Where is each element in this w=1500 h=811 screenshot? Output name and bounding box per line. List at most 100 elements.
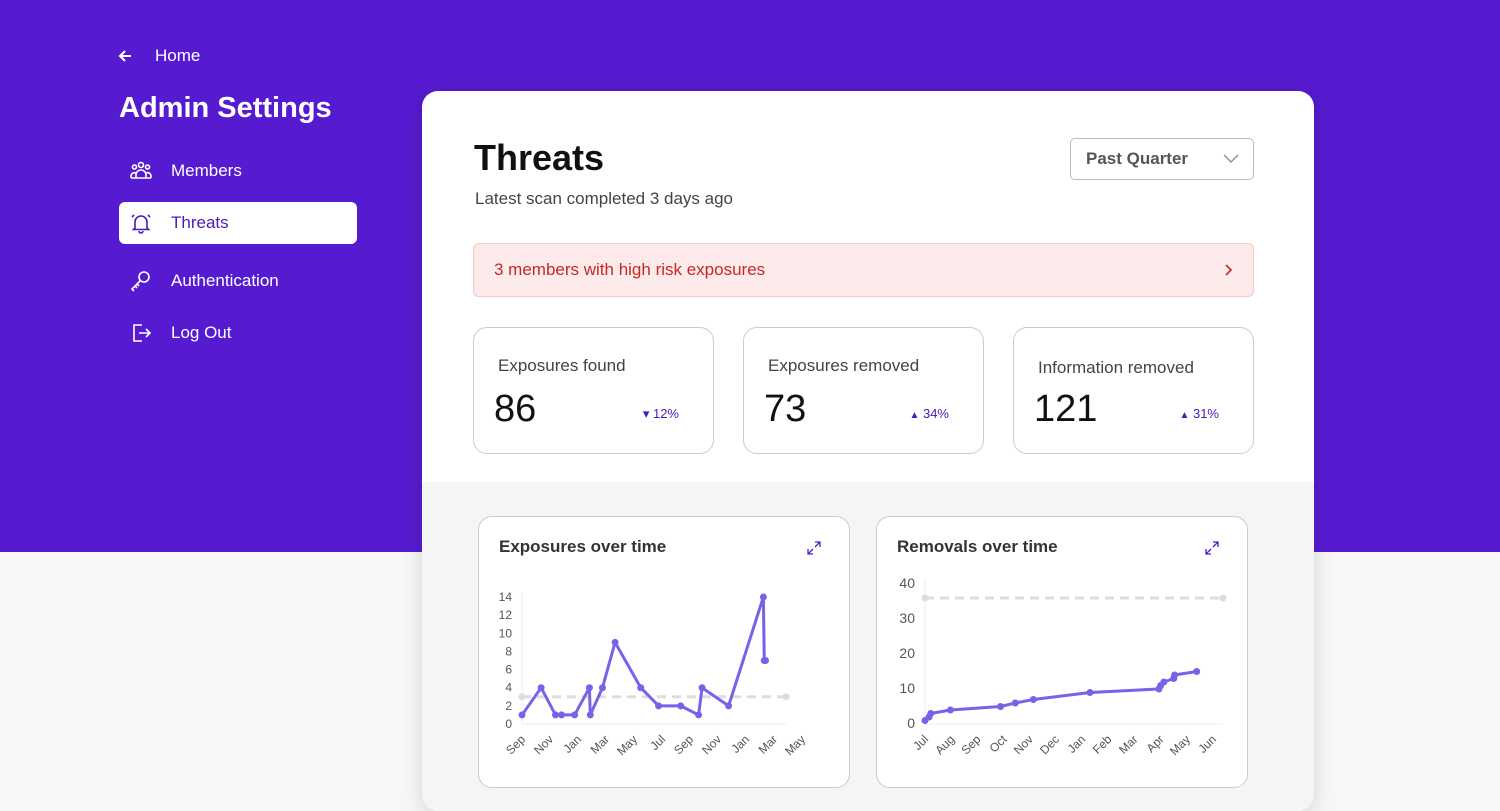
- data-point: [677, 702, 685, 710]
- sidebar-item-members[interactable]: Members: [119, 150, 357, 192]
- data-point: [551, 711, 559, 719]
- x-tick-label: Nov: [699, 732, 724, 757]
- stat-value: 121: [1034, 388, 1098, 430]
- chevron-right-icon: [1225, 264, 1233, 276]
- x-tick-label: Aug: [932, 732, 957, 757]
- scan-status: Latest scan completed 3 days ago: [475, 189, 733, 208]
- data-point: [695, 711, 703, 719]
- x-tick-label: Oct: [987, 732, 1011, 756]
- stat-card-exposures-found: Exposures found 86 ▾ 12%: [473, 327, 714, 454]
- data-point: [946, 706, 954, 714]
- chart-title: Removals over time: [897, 537, 1058, 556]
- y-tick-label: 10: [899, 680, 915, 696]
- y-tick-label: 40: [899, 575, 915, 591]
- data-point: [725, 702, 733, 710]
- x-tick-label: Dec: [1037, 732, 1062, 757]
- stat-value: 86: [494, 388, 537, 430]
- chart-card-removals: 0 10 20 30 40 Jul Aug Sep Oct Nov Dec Jan Feb Mar Apr M…: [876, 516, 1248, 788]
- risk-alert-banner[interactable]: 3 members with high risk exposures: [473, 243, 1254, 297]
- stat-value: 73: [764, 388, 807, 430]
- stat-card-information-removed: Information removed 121 ▲ 31%: [1013, 327, 1254, 454]
- chevron-down-icon: [1223, 154, 1239, 163]
- x-tick-label: Nov: [1011, 732, 1036, 757]
- home-label: Home: [155, 46, 201, 65]
- data-point: [1171, 671, 1179, 679]
- data-point: [518, 711, 526, 719]
- data-point: [1193, 668, 1201, 675]
- removals-chart: 0 10 20 30 40 Jul Aug Sep Oct Nov Dec Jan Feb Mar Apr M…: [899, 575, 1227, 758]
- x-tick-label: Jun: [1196, 732, 1220, 756]
- data-point: [586, 711, 594, 719]
- reference-point: [1219, 594, 1227, 602]
- alert-text: 3 members with high risk exposures: [494, 260, 766, 279]
- stat-change: ▾ 12%: [643, 406, 679, 422]
- x-tick-label: Jan: [561, 732, 585, 756]
- sidebar-item-label: Threats: [171, 213, 229, 232]
- x-tick-label: Sep: [958, 732, 983, 757]
- data-point: [997, 703, 1005, 710]
- triangle-up-icon: ▲: [909, 410, 920, 421]
- data-point: [611, 638, 619, 646]
- sidebar-nav: Members Threats Authentication Log Out: [119, 150, 357, 364]
- sidebar-item-logout[interactable]: Log Out: [119, 312, 357, 354]
- data-point: [1011, 699, 1019, 707]
- y-tick-label: 20: [899, 645, 915, 661]
- stat-label: Exposures found: [498, 356, 626, 375]
- sidebar-item-threats[interactable]: Threats: [119, 202, 357, 244]
- stat-label: Information removed: [1038, 358, 1194, 377]
- y-tick-label: 14: [499, 590, 513, 604]
- data-point: [927, 710, 935, 717]
- x-tick-label: Mar: [588, 732, 613, 757]
- logout-icon: [133, 324, 152, 342]
- x-tick-label: Mar: [1116, 732, 1141, 757]
- triangle-up-icon: ▲: [1179, 410, 1190, 421]
- y-tick-label: 4: [505, 681, 512, 695]
- data-point: [1029, 696, 1037, 703]
- y-tick-label: 30: [899, 610, 915, 626]
- data-point: [1160, 678, 1168, 686]
- sidebar-item-label: Authentication: [171, 271, 279, 290]
- y-tick-label: 10: [499, 626, 513, 640]
- data-point: [585, 684, 593, 692]
- y-tick-label: 0: [907, 715, 915, 731]
- data-point: [759, 593, 767, 601]
- admin-settings-title: Admin Settings: [119, 92, 332, 124]
- x-tick-label: May: [614, 732, 640, 758]
- data-point: [637, 684, 645, 692]
- stat-change: ▲ 34%: [909, 406, 949, 421]
- triangle-down-icon: ▾: [642, 406, 650, 421]
- x-tick-label: Apr: [1144, 732, 1167, 755]
- sidebar-item-label: Log Out: [171, 323, 232, 342]
- stat-label: Exposures removed: [768, 356, 920, 375]
- stat-change-value: 12%: [652, 406, 679, 421]
- x-tick-label: Jul: [910, 732, 931, 753]
- data-point: [598, 684, 606, 692]
- x-tick-label: Feb: [1090, 732, 1115, 757]
- stat-card-exposures-removed: Exposures removed 73 ▲ 34%: [743, 327, 984, 454]
- sidebar-item-label: Members: [171, 161, 242, 180]
- y-tick-label: 6: [505, 663, 512, 677]
- data-point: [1086, 689, 1094, 696]
- reference-point: [782, 693, 790, 701]
- x-tick-label: May: [1167, 732, 1193, 758]
- page-title: Threats: [474, 137, 605, 178]
- data-point: [698, 684, 706, 692]
- data-point: [571, 711, 579, 719]
- data-point: [762, 657, 770, 664]
- x-tick-label: Jan: [1065, 732, 1089, 756]
- reference-point: [921, 594, 929, 602]
- key-icon: [130, 271, 150, 292]
- sidebar-item-authentication[interactable]: Authentication: [119, 260, 357, 302]
- chart-title: Exposures over time: [499, 537, 667, 556]
- expand-icon[interactable]: [1205, 541, 1219, 555]
- y-tick-label: 0: [505, 717, 512, 731]
- period-select[interactable]: Past Quarter: [1070, 138, 1254, 180]
- period-value: Past Quarter: [1086, 149, 1189, 168]
- stat-change-value: 34%: [922, 406, 949, 421]
- home-link[interactable]: Home: [117, 46, 200, 66]
- expand-icon[interactable]: [807, 541, 821, 555]
- y-tick-label: 2: [505, 699, 512, 713]
- x-tick-label: Sep: [503, 732, 528, 757]
- threats-panel: Threats Latest scan completed 3 days ago…: [422, 91, 1314, 811]
- y-tick-label: 8: [505, 644, 512, 658]
